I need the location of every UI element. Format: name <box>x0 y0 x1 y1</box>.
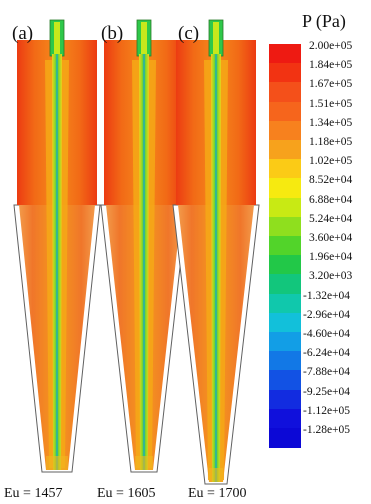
colorbar-tick-label: -1.28e+05 <box>303 424 351 436</box>
colorbar-swatch <box>269 312 301 333</box>
colorbar-tick-label: 1.51e+05 <box>309 97 353 110</box>
colorbar-swatch <box>269 389 301 410</box>
dust-outlet-2 <box>209 468 223 482</box>
colorbar-swatch <box>269 82 301 103</box>
colorbar-swatch <box>269 236 301 256</box>
colorbar-tick-label: -1.12e+05 <box>303 404 351 417</box>
colorbar-swatch <box>269 351 301 371</box>
colorbar-swatch <box>269 120 301 141</box>
panel-label-b: (b) <box>101 23 124 44</box>
colorbar-tick-label: -4.60e+04 <box>303 328 351 340</box>
colorbar-tick-label: 1.18e+05 <box>309 136 353 148</box>
colorbar-tick-label: 1.02e+05 <box>309 155 353 168</box>
colorbar-tick-label: -2.96e+04 <box>303 308 351 321</box>
colorbar-tick-label: 1.67e+05 <box>309 78 353 91</box>
vortex-finder-core-1 <box>141 22 147 54</box>
eu-label-a: Eu = 1457 <box>4 486 63 501</box>
colorbar-swatch <box>269 101 301 122</box>
colorbar-tick-label: 1.34e+05 <box>309 116 353 129</box>
vortex-finder-core-0 <box>54 22 60 54</box>
colorbar-title: P (Pa) <box>302 11 346 31</box>
colorbar-swatch <box>269 216 301 237</box>
colorbar-swatch <box>269 274 301 295</box>
colorbar-swatch <box>269 408 301 429</box>
colorbar-swatch <box>269 44 301 64</box>
colorbar-swatch <box>269 63 301 83</box>
colorbar-swatch <box>269 370 301 391</box>
colorbar-swatch <box>269 255 301 275</box>
colorbar-tick-label: -6.24e+04 <box>303 347 351 360</box>
colorbar-tick-label: -9.25e+04 <box>303 385 351 398</box>
colorbar-tick-label: -7.88e+04 <box>303 366 351 379</box>
colorbar-tick-label: 3.60e+04 <box>309 232 353 244</box>
colorbar-swatch <box>269 293 301 314</box>
dust-outlet-1 <box>135 456 153 470</box>
colorbar-swatch <box>269 140 301 160</box>
eu-label-b: Eu = 1605 <box>97 486 156 501</box>
colorbar-tick-label: 5.24e+04 <box>309 212 353 225</box>
colorbar-tick-label: 2.00e+05 <box>309 40 353 52</box>
colorbar-swatch <box>269 332 301 352</box>
colorbar-swatch <box>269 159 301 179</box>
eu-label-c: Eu = 1700 <box>188 486 247 501</box>
colorbar-tick-label: -1.32e+04 <box>303 289 351 302</box>
colorbar-swatch <box>269 428 301 448</box>
colorbar-swatch <box>269 178 301 199</box>
colorbar-tick-label: 8.52e+04 <box>309 174 353 187</box>
colorbar-tick-label: 1.84e+05 <box>309 59 353 72</box>
panel-label-c: (c) <box>178 23 200 44</box>
dust-outlet-0 <box>46 456 68 470</box>
colorbar-tick-label: 1.96e+04 <box>309 251 353 264</box>
colorbar-tick-label: 3.20e+03 <box>309 270 353 283</box>
vortex-finder-core-2 <box>213 22 219 54</box>
panel-label-a: (a) <box>12 23 34 44</box>
colorbar-tick-label: 6.88e+04 <box>309 193 353 206</box>
colorbar-swatch <box>269 197 301 218</box>
